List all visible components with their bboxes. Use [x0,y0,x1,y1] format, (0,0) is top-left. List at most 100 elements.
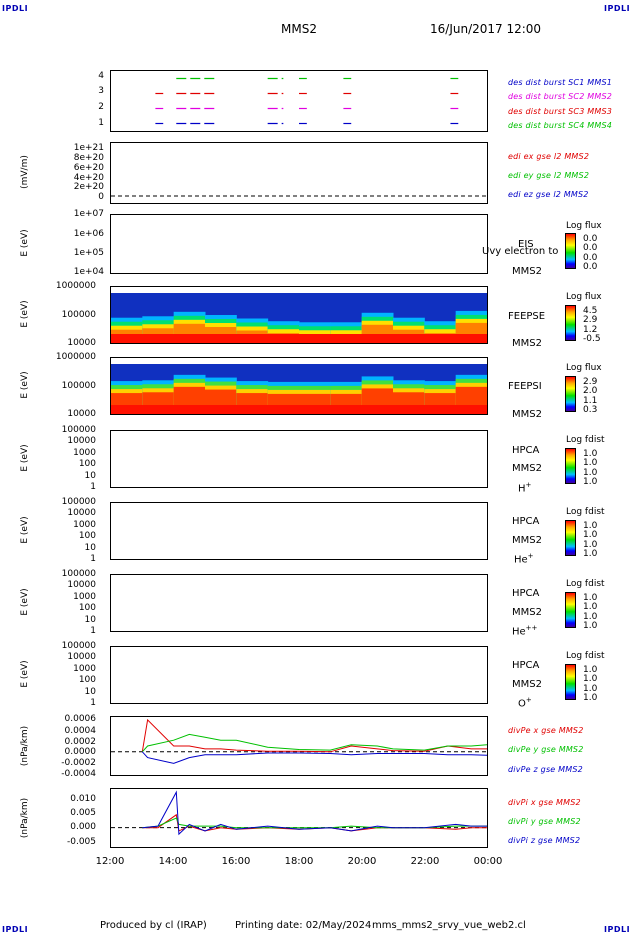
feepse-ylabel: E (eV) [20,300,30,328]
feepse-colorbar [565,305,576,341]
hpca-hepp-ylabel: E (eV) [20,588,30,616]
feepse-spacecraft-label: MMS2 [512,338,542,349]
y-tick: 10000 [67,409,96,419]
hpca-hepp-colorbar-title: Log fdist [566,579,605,589]
y-tick: 1e+05 [73,248,104,258]
y-tick: 0.0002 [64,737,97,747]
y-tick: 10000 [67,508,96,518]
hpca-he-panel [110,502,488,560]
y-tick: 1000 [73,448,96,458]
colorbar-tick: 2.0 [583,386,598,396]
divpe-legend-z: divPe z gse MMS2 [508,765,583,774]
y-tick: 10 [84,687,96,697]
corner-label-bottom-left: IPDLI [2,925,29,934]
hpca-he-species-label: He+ [514,552,534,566]
colorbar-tick: 1.2 [583,325,598,335]
y-tick: 1e+07 [73,209,104,219]
y-tick: 0.000 [70,822,96,832]
y-tick: 0.005 [70,808,96,818]
burst-legend-mms4: des dist burst SC4 MMS4 [508,121,613,130]
y-tick: 0.0006 [64,714,97,724]
corner-label-top-left: IPDLI [2,4,29,13]
eis-overlay-label: Uvy electron to [482,246,559,257]
y-tick: 4e+20 [73,173,104,183]
colorbar-tick: 1.0 [583,684,598,694]
y-tick: 0.010 [70,794,96,804]
colorbar-tick: 1.0 [583,458,598,468]
colorbar-tick: 4.5 [583,306,598,316]
y-tick: -0.0002 [61,758,96,768]
divpe-plot [111,718,487,764]
y-tick: 4 [98,71,104,81]
feepsi-instrument-label: FEEPSI [508,381,542,392]
colorbar-tick: 1.0 [583,477,598,487]
hpca-hepp-spacecraft-label: MMS2 [512,607,542,618]
y-tick: 1 [90,626,96,636]
y-tick: 1e+21 [73,143,104,153]
eis-panel [110,214,488,274]
hpca-o-instrument-label: HPCA [512,660,540,671]
x-tick: 16:00 [221,856,251,867]
hpca-o-spacecraft-label: MMS2 [512,679,542,690]
y-tick: 10000 [67,580,96,590]
y-tick: 100000 [61,381,96,391]
y-tick: 1 [98,118,104,128]
footer-produced-by: Produced by cl (IRAP) [100,920,207,931]
hpca-he-colorbar-title: Log fdist [566,507,605,517]
hpca-h-spacecraft-label: MMS2 [512,463,542,474]
hpca-o-colorbar-title: Log fdist [566,651,605,661]
colorbar-tick: 1.1 [583,396,598,406]
colorbar-tick: 1.0 [583,549,598,559]
colorbar-tick: 1.0 [583,602,598,612]
y-tick: 6e+20 [73,163,104,173]
y-tick: -0.005 [66,837,96,847]
y-tick: 100 [78,603,96,613]
hpca-he-instrument-label: HPCA [512,516,540,527]
x-tick: 00:00 [473,856,503,867]
y-tick: 0 [98,192,104,202]
feepse-instrument-label: FEEPSE [508,311,546,322]
y-tick: 1 [90,698,96,708]
x-tick: 22:00 [410,856,440,867]
x-tick: 20:00 [347,856,377,867]
hpca-he-colorbar [565,520,576,556]
eis-colorbar [565,233,576,269]
hpca-h-instrument-label: HPCA [512,445,540,456]
divpe-panel [110,716,488,776]
burst-legend-mms3: des dist burst SC3 MMS3 [508,107,613,116]
y-tick: 3 [98,86,104,96]
hpca-o-species-label: O+ [518,696,532,710]
y-tick: 1000 [73,520,96,530]
edi-legend-z: edi ez gse l2 MMS2 [508,190,589,199]
divpi-legend-y: divPi y gse MMS2 [508,817,581,826]
x-tick: 12:00 [95,856,125,867]
spectro-low-energy-band [111,405,487,414]
y-tick: 2e+20 [73,182,104,192]
edi-ylabel: (mV/m) [20,155,30,189]
colorbar-tick: 1.0 [583,674,598,684]
divpi-ylabel: (nPa/km) [20,797,30,839]
colorbar-tick: 1.0 [583,449,598,459]
footer-script: mms_mms2_srvy_vue_web2.cl [372,920,526,931]
burst-plot [155,77,459,125]
y-tick: 100 [78,459,96,469]
footer-printing-date: Printing date: 02/May/2024 [235,920,372,931]
feepsi-spacecraft-label: MMS2 [512,409,542,420]
y-tick: 100000 [61,425,96,435]
hpca-hepp-instrument-label: HPCA [512,588,540,599]
hpca-hepp-panel [110,574,488,632]
colorbar-tick: 2.9 [583,315,598,325]
hpca-h-panel [110,430,488,488]
y-tick: -0.0004 [61,769,96,779]
spectro-low-energy-band [111,334,487,343]
colorbar-tick: 1.0 [583,621,598,631]
eis-colorbar-title: Log flux [566,221,602,231]
hpca-hepp-colorbar [565,592,576,628]
burst-legend-mms1: des dist burst SC1 MMS1 [508,78,613,87]
y-tick: 1 [90,554,96,564]
hpca-o-ylabel: E (eV) [20,660,30,688]
y-tick: 1000000 [55,281,96,291]
y-tick: 100 [78,675,96,685]
burst-legend-mms2: des dist burst SC2 MMS2 [508,92,613,101]
divpi-legend-x: divPi x gse MMS2 [508,798,581,807]
